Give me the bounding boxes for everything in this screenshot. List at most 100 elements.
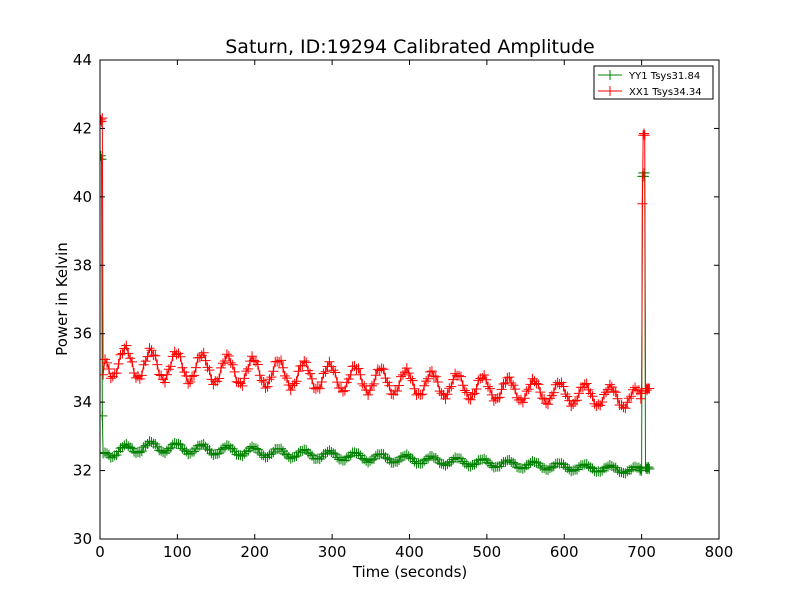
data-point — [448, 374, 459, 385]
data-point — [250, 356, 261, 367]
data-point — [272, 356, 283, 367]
legend-box — [593, 65, 714, 100]
data-point — [425, 366, 436, 377]
data-point — [622, 466, 633, 477]
data-point — [643, 462, 654, 473]
data-point — [254, 370, 265, 381]
data-point — [442, 389, 453, 400]
data-point — [484, 383, 495, 394]
data-point — [194, 440, 205, 451]
data-point — [506, 377, 517, 388]
data-point — [150, 350, 161, 361]
data-point — [490, 393, 501, 404]
data-point — [610, 387, 621, 398]
data-point — [196, 439, 207, 450]
data-point — [336, 454, 347, 465]
data-point — [579, 379, 590, 390]
data-point — [368, 378, 379, 389]
data-point — [100, 369, 109, 380]
x-tick-label: 300 — [318, 543, 347, 561]
data-point — [531, 378, 542, 389]
data-point — [330, 367, 341, 378]
data-point — [492, 392, 503, 403]
legend-swatch-marker — [605, 70, 615, 80]
data-point — [382, 453, 393, 464]
data-point — [190, 362, 201, 373]
data-point — [599, 389, 610, 400]
data-point — [471, 384, 482, 395]
data-point — [378, 364, 389, 375]
data-point — [100, 154, 107, 165]
data-point — [399, 367, 410, 378]
y-axis: 30 32 34 36 38 40 42 44 — [73, 51, 719, 548]
data-point — [247, 351, 258, 362]
data-point — [548, 387, 559, 398]
data-point — [146, 345, 157, 356]
data-point — [626, 464, 637, 475]
data-point — [316, 376, 327, 387]
data-point — [604, 379, 615, 390]
data-point — [455, 371, 466, 382]
data-point — [423, 373, 434, 384]
data-point — [558, 381, 569, 392]
x-tick-label: 700 — [627, 543, 656, 561]
data-point — [262, 381, 273, 392]
data-point — [185, 377, 196, 388]
data-point — [602, 461, 613, 472]
data-point — [370, 370, 381, 381]
data-point — [256, 375, 267, 386]
data-point — [161, 445, 172, 456]
data-point — [173, 438, 184, 449]
data-point — [305, 448, 316, 459]
data-point — [504, 454, 515, 465]
data-point — [189, 446, 200, 457]
legend: YY1 Tsys31.84 XX1 Tsys34.34 — [593, 65, 714, 100]
data-point — [175, 351, 186, 362]
data-point — [289, 378, 300, 389]
data-point — [573, 388, 584, 399]
data-point — [314, 454, 325, 465]
data-point — [616, 467, 627, 478]
data-point — [374, 365, 385, 376]
data-point — [428, 370, 439, 381]
data-point — [268, 366, 279, 377]
data-point — [274, 357, 285, 368]
data-point — [637, 198, 648, 209]
data-point — [436, 458, 447, 469]
data-point — [440, 393, 451, 404]
data-point — [231, 376, 242, 387]
data-point — [216, 444, 227, 455]
data-point — [556, 377, 567, 388]
data-point — [450, 368, 461, 379]
data-point — [235, 450, 246, 461]
series-yy1 — [100, 150, 655, 479]
data-point — [459, 385, 470, 396]
data-point — [115, 349, 126, 360]
data-point — [198, 347, 209, 358]
y-tick-label: 44 — [73, 51, 92, 69]
data-point — [376, 363, 387, 374]
data-point — [448, 454, 459, 465]
data-point — [353, 363, 364, 374]
data-point — [287, 452, 298, 463]
data-point — [343, 373, 354, 384]
data-point — [444, 383, 455, 394]
plot-area — [100, 113, 655, 479]
x-tick-label: 600 — [550, 543, 579, 561]
data-point — [320, 366, 331, 377]
data-point — [639, 130, 650, 141]
data-point — [593, 399, 604, 410]
data-point — [202, 362, 213, 373]
data-point — [192, 352, 203, 363]
data-point — [264, 449, 275, 460]
data-point — [380, 452, 391, 463]
data-point — [250, 443, 261, 454]
legend-label: YY1 Tsys31.84 — [628, 71, 700, 82]
data-point — [187, 371, 198, 382]
data-point — [508, 380, 519, 391]
data-point — [624, 465, 635, 476]
data-point — [287, 380, 298, 391]
data-point — [392, 386, 403, 397]
